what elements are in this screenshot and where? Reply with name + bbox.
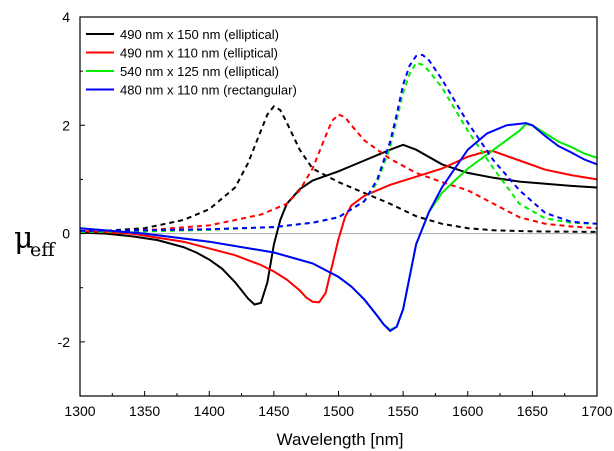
y-axis-title: μ eff — [14, 221, 56, 261]
legend-label: 490 nm x 110 nm (elliptical) — [120, 46, 278, 61]
x-tick-label: 1550 — [388, 403, 419, 419]
series-4-dashed-line — [80, 53, 597, 232]
legend-label: 540 nm x 125 nm (elliptical) — [120, 64, 279, 79]
x-tick-label: 1300 — [64, 403, 95, 419]
y-tick-label: 0 — [62, 226, 70, 242]
series-4-solid-line — [80, 122, 597, 333]
legend-label: 490 nm x 150 nm (elliptical) — [120, 27, 279, 42]
y-axis-title-subscript: eff — [30, 239, 56, 261]
y-tick-label: 2 — [62, 117, 70, 133]
x-axis-title: Wavelength [nm] — [277, 430, 404, 449]
series-2-dashed-line — [80, 113, 597, 233]
legend: 490 nm x 150 nm (elliptical) 490 nm x 110… — [86, 27, 297, 98]
series-1-dashed-line — [80, 104, 597, 234]
y-tick-label: -2 — [58, 334, 71, 350]
series-2-solid-line — [80, 150, 597, 304]
y-tick-label: 4 — [62, 9, 70, 25]
series-3-solid-line — [80, 123, 597, 332]
series-1-solid-line — [80, 143, 597, 306]
x-tick-label: 1450 — [258, 403, 289, 419]
x-tick-label: 1400 — [194, 403, 225, 419]
x-tick-label: 1500 — [323, 403, 354, 419]
x-tick-label: 1650 — [517, 403, 548, 419]
x-tick-label: 1700 — [581, 403, 612, 419]
y-axis-title-symbol: μ — [14, 221, 34, 256]
x-tick-label: 1600 — [452, 403, 483, 419]
legend-label: 480 nm x 110 nm (rectangular) — [120, 83, 297, 98]
x-tick-label: 1350 — [129, 403, 160, 419]
